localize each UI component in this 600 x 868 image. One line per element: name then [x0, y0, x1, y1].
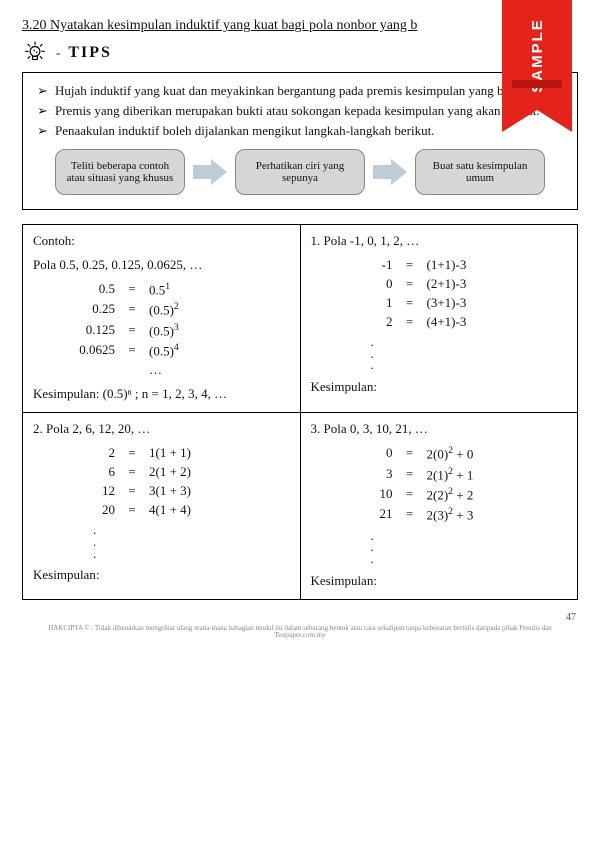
sample-ribbon: SAMPLE — [502, 0, 572, 132]
cell-title: 3. Pola 0, 3, 10, 21, … — [311, 421, 568, 437]
pola-line: Pola 0.5, 0.25, 0.125, 0.0625, … — [33, 257, 290, 273]
flow-step-3: Buat satu kesimpulan umum — [415, 149, 545, 195]
kesimpulan: Kesimpulan: — [311, 573, 568, 589]
lightbulb-icon — [22, 40, 48, 66]
kesimpulan: Kesimpulan: — [33, 567, 290, 583]
tips-box: Hujah induktif yang kuat dan meyakinkan … — [22, 72, 578, 210]
flow-step-1: Teliti beberapa contoh atau situasi yang… — [55, 149, 185, 195]
cell-title: Contoh: — [33, 233, 290, 249]
page-number: 47 — [0, 608, 600, 625]
arrow-right-icon — [373, 159, 407, 185]
examples-grid: Contoh: Pola 0.5, 0.25, 0.125, 0.0625, …… — [22, 224, 578, 600]
flow-step-2: Perhatikan ciri yang sepunya — [235, 149, 365, 195]
kesimpulan: Kesimpulan: — [311, 379, 568, 395]
flow-diagram: Teliti beberapa contoh atau situasi yang… — [35, 149, 565, 195]
kesimpulan: Kesimpulan: (0.5)ⁿ ; n = 1, 2, 3, 4, … — [33, 386, 290, 402]
tips-point: Penaakulan induktif boleh dijalankan men… — [55, 123, 565, 139]
cell-3: 3. Pola 0, 3, 10, 21, … 0=2(0)2 + 0 3=2(… — [300, 413, 578, 599]
tips-label: TIPS — [68, 44, 112, 62]
copyright-text: HAKCIPTA © . Tidak dibenarkan mengeluar … — [0, 625, 600, 646]
tips-header: - TIPS — [22, 40, 578, 66]
cell-1: 1. Pola -1, 0, 1, 2, … -1=(1+1)-3 0=(2+1… — [300, 225, 578, 413]
tips-point: Premis yang diberikan merupakan bukti at… — [55, 103, 565, 119]
cell-2: 2. Pola 2, 6, 12, 20, … 2=1(1 + 1) 6=2(1… — [23, 413, 301, 599]
arrow-right-icon — [193, 159, 227, 185]
cell-title: 2. Pola 2, 6, 12, 20, … — [33, 421, 290, 437]
cell-contoh: Contoh: Pola 0.5, 0.25, 0.125, 0.0625, …… — [23, 225, 301, 413]
cell-title: 1. Pola -1, 0, 1, 2, … — [311, 233, 568, 249]
tips-point: Hujah induktif yang kuat dan meyakinkan … — [55, 83, 565, 99]
section-heading: 3.20 Nyatakan kesimpulan induktif yang k… — [22, 18, 578, 34]
tips-dash: - — [56, 45, 60, 61]
